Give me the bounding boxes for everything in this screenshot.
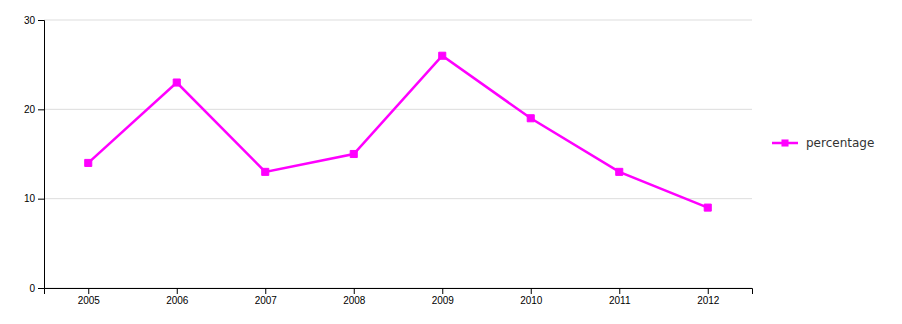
series-line xyxy=(88,56,708,208)
tick-label: 30 xyxy=(24,15,36,26)
tick: 0 xyxy=(29,283,44,294)
legend-item: percentage xyxy=(772,136,874,150)
series-marker xyxy=(616,168,623,175)
axis-line xyxy=(38,21,45,289)
x-axis: 2005 2006 2007 2008 2009 2010 2011 2012 xyxy=(45,288,753,306)
plot-area: 2005 2006 2007 2008 2009 2010 2011 2012 0 10 20 30 xyxy=(24,15,753,306)
series-marker xyxy=(704,204,711,211)
tick: 2006 xyxy=(166,288,189,306)
series-marker xyxy=(439,52,446,59)
tick-label: 2011 xyxy=(609,295,631,306)
tick-label: 20 xyxy=(24,104,36,115)
tick-mark xyxy=(442,288,443,294)
tick-mark xyxy=(38,199,44,200)
tick-mark xyxy=(38,288,44,289)
series-group xyxy=(85,52,712,211)
tick: 20 xyxy=(24,104,44,115)
tick: 10 xyxy=(24,193,44,204)
tick-mark xyxy=(38,20,44,21)
series-marker xyxy=(85,159,92,166)
tick-mark xyxy=(177,288,178,294)
tick-label: 2010 xyxy=(520,295,543,306)
tick: 2005 xyxy=(78,288,101,306)
tick: 2008 xyxy=(343,288,366,306)
tick-label: 2005 xyxy=(78,295,101,306)
axis-line xyxy=(45,289,753,295)
tick-mark xyxy=(38,109,44,110)
tick-label: 2007 xyxy=(255,295,278,306)
series-marker xyxy=(262,168,269,175)
tick-mark xyxy=(531,288,532,294)
tick-label: 10 xyxy=(24,193,36,204)
tick-mark xyxy=(265,288,266,294)
legend-marker xyxy=(781,139,788,146)
grid-line xyxy=(44,109,752,110)
tick: 2009 xyxy=(432,288,455,306)
tick-mark xyxy=(708,288,709,294)
tick-label: 2012 xyxy=(697,295,720,306)
tick-label: 2006 xyxy=(166,295,189,306)
tick-label: 0 xyxy=(29,283,35,294)
tick-mark xyxy=(354,288,355,294)
grid xyxy=(44,20,752,288)
chart-container: 2005 2006 2007 2008 2009 2010 2011 2012 0 10 20 30 p… xyxy=(0,0,902,324)
series-marker xyxy=(527,115,534,122)
tick: 2012 xyxy=(697,288,720,306)
tick-mark xyxy=(619,288,620,294)
chart-svg: 2005 2006 2007 2008 2009 2010 2011 2012 0 10 20 30 p… xyxy=(0,0,902,324)
tick-mark xyxy=(88,288,89,294)
tick-label: 2008 xyxy=(343,295,366,306)
series-marker xyxy=(350,150,357,157)
tick: 30 xyxy=(24,15,44,26)
grid-line xyxy=(44,20,752,21)
y-axis: 0 10 20 30 xyxy=(24,15,45,294)
tick-label: 2009 xyxy=(432,295,455,306)
legend-label: percentage xyxy=(806,136,874,150)
series-marker xyxy=(173,79,180,86)
tick: 2007 xyxy=(255,288,278,306)
tick: 2010 xyxy=(520,288,543,306)
legend: percentage xyxy=(772,136,874,150)
grid-line xyxy=(44,198,752,199)
tick: 2011 xyxy=(609,288,631,306)
